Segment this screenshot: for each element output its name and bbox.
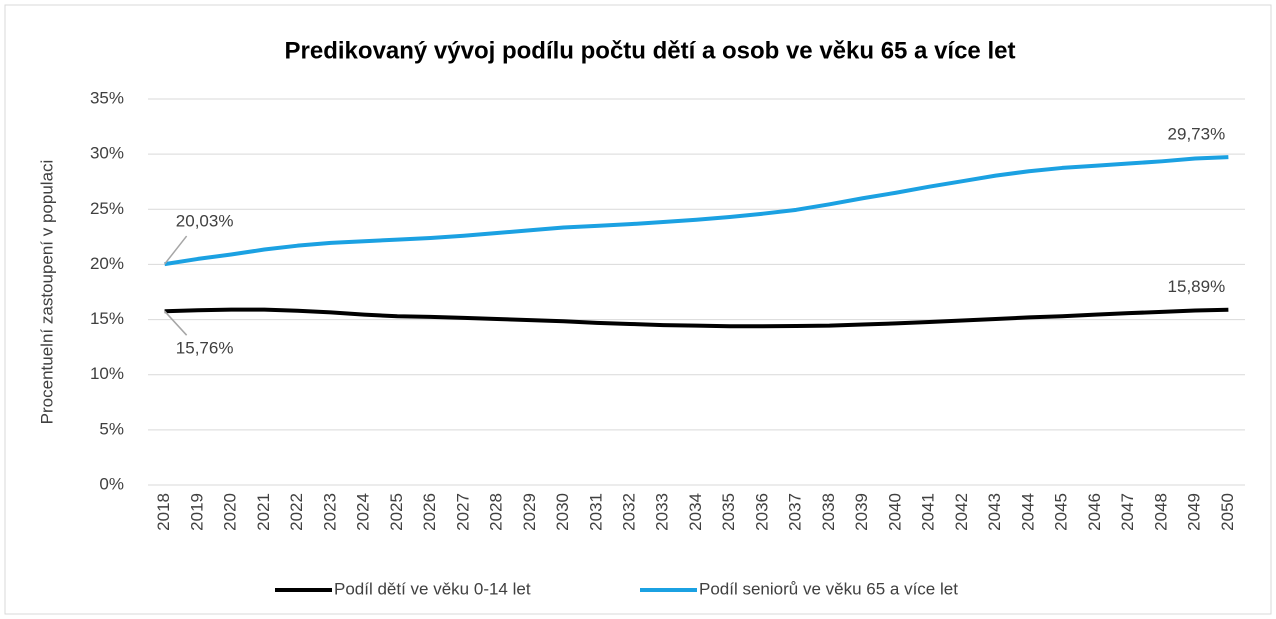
x-tick-label: 2046 (1085, 493, 1104, 531)
line-series (164, 155, 1229, 267)
x-tick-label: 2035 (719, 493, 738, 531)
x-tick-label: 2018 (154, 493, 173, 531)
x-tick-label: 2021 (254, 493, 273, 531)
y-tick-label: 35% (90, 88, 124, 107)
x-tick-label: 2049 (1185, 493, 1204, 531)
y-axis-title: Procentuelní zastoupení v populaci (37, 160, 56, 425)
data-label: 15,89% (1168, 277, 1226, 296)
x-tick-label: 2045 (1052, 493, 1071, 531)
x-tick-label: 2027 (453, 493, 472, 531)
data-label: 15,76% (176, 339, 234, 358)
legend-label: Podíl seniorů ve věku 65 a více let (699, 579, 958, 598)
leader-line (164, 235, 188, 265)
x-tick-label: 2048 (1151, 493, 1170, 531)
data-label: 29,73% (1168, 125, 1226, 144)
x-tick-label: 2044 (1018, 493, 1037, 531)
x-tick-label: 2050 (1218, 493, 1237, 531)
x-tick-label: 2023 (320, 493, 339, 531)
y-tick-label: 25% (90, 199, 124, 218)
x-tick-label: 2042 (952, 493, 971, 531)
x-tick-label: 2031 (586, 493, 605, 531)
y-tick-label: 15% (90, 309, 124, 328)
leader-line (164, 310, 188, 336)
x-tick-label: 2033 (653, 493, 672, 531)
y-tick-label: 30% (90, 144, 124, 163)
x-tick-label: 2039 (852, 493, 871, 531)
x-tick-label: 2043 (985, 493, 1004, 531)
x-tick-label: 2019 (187, 493, 206, 531)
x-tick-label: 2047 (1118, 493, 1137, 531)
y-tick-label: 0% (99, 474, 124, 493)
x-tick-label: 2026 (420, 493, 439, 531)
y-tick-label: 20% (90, 254, 124, 273)
x-tick-label: 2029 (520, 493, 539, 531)
x-tick-label: 2030 (553, 493, 572, 531)
x-tick-label: 2024 (354, 493, 373, 531)
x-tick-label: 2036 (752, 493, 771, 531)
y-tick-label: 10% (90, 364, 124, 383)
legend-label: Podíl dětí ve věku 0-14 let (334, 579, 531, 598)
x-tick-label: 2040 (885, 493, 904, 531)
x-tick-label: 2034 (686, 493, 705, 531)
x-tick-label: 2025 (387, 493, 406, 531)
x-tick-label: 2022 (287, 493, 306, 531)
y-tick-label: 5% (99, 419, 124, 438)
chart-title: Predikovaný vývoj podílu počtu dětí a os… (285, 37, 1016, 64)
data-label: 20,03% (176, 212, 234, 231)
x-tick-label: 2038 (819, 493, 838, 531)
x-tick-label: 2037 (786, 493, 805, 531)
x-tick-label: 2020 (221, 493, 240, 531)
x-tick-label: 2032 (619, 493, 638, 531)
line-series (164, 307, 1229, 329)
x-tick-label: 2041 (919, 493, 938, 531)
x-tick-label: 2028 (487, 493, 506, 531)
